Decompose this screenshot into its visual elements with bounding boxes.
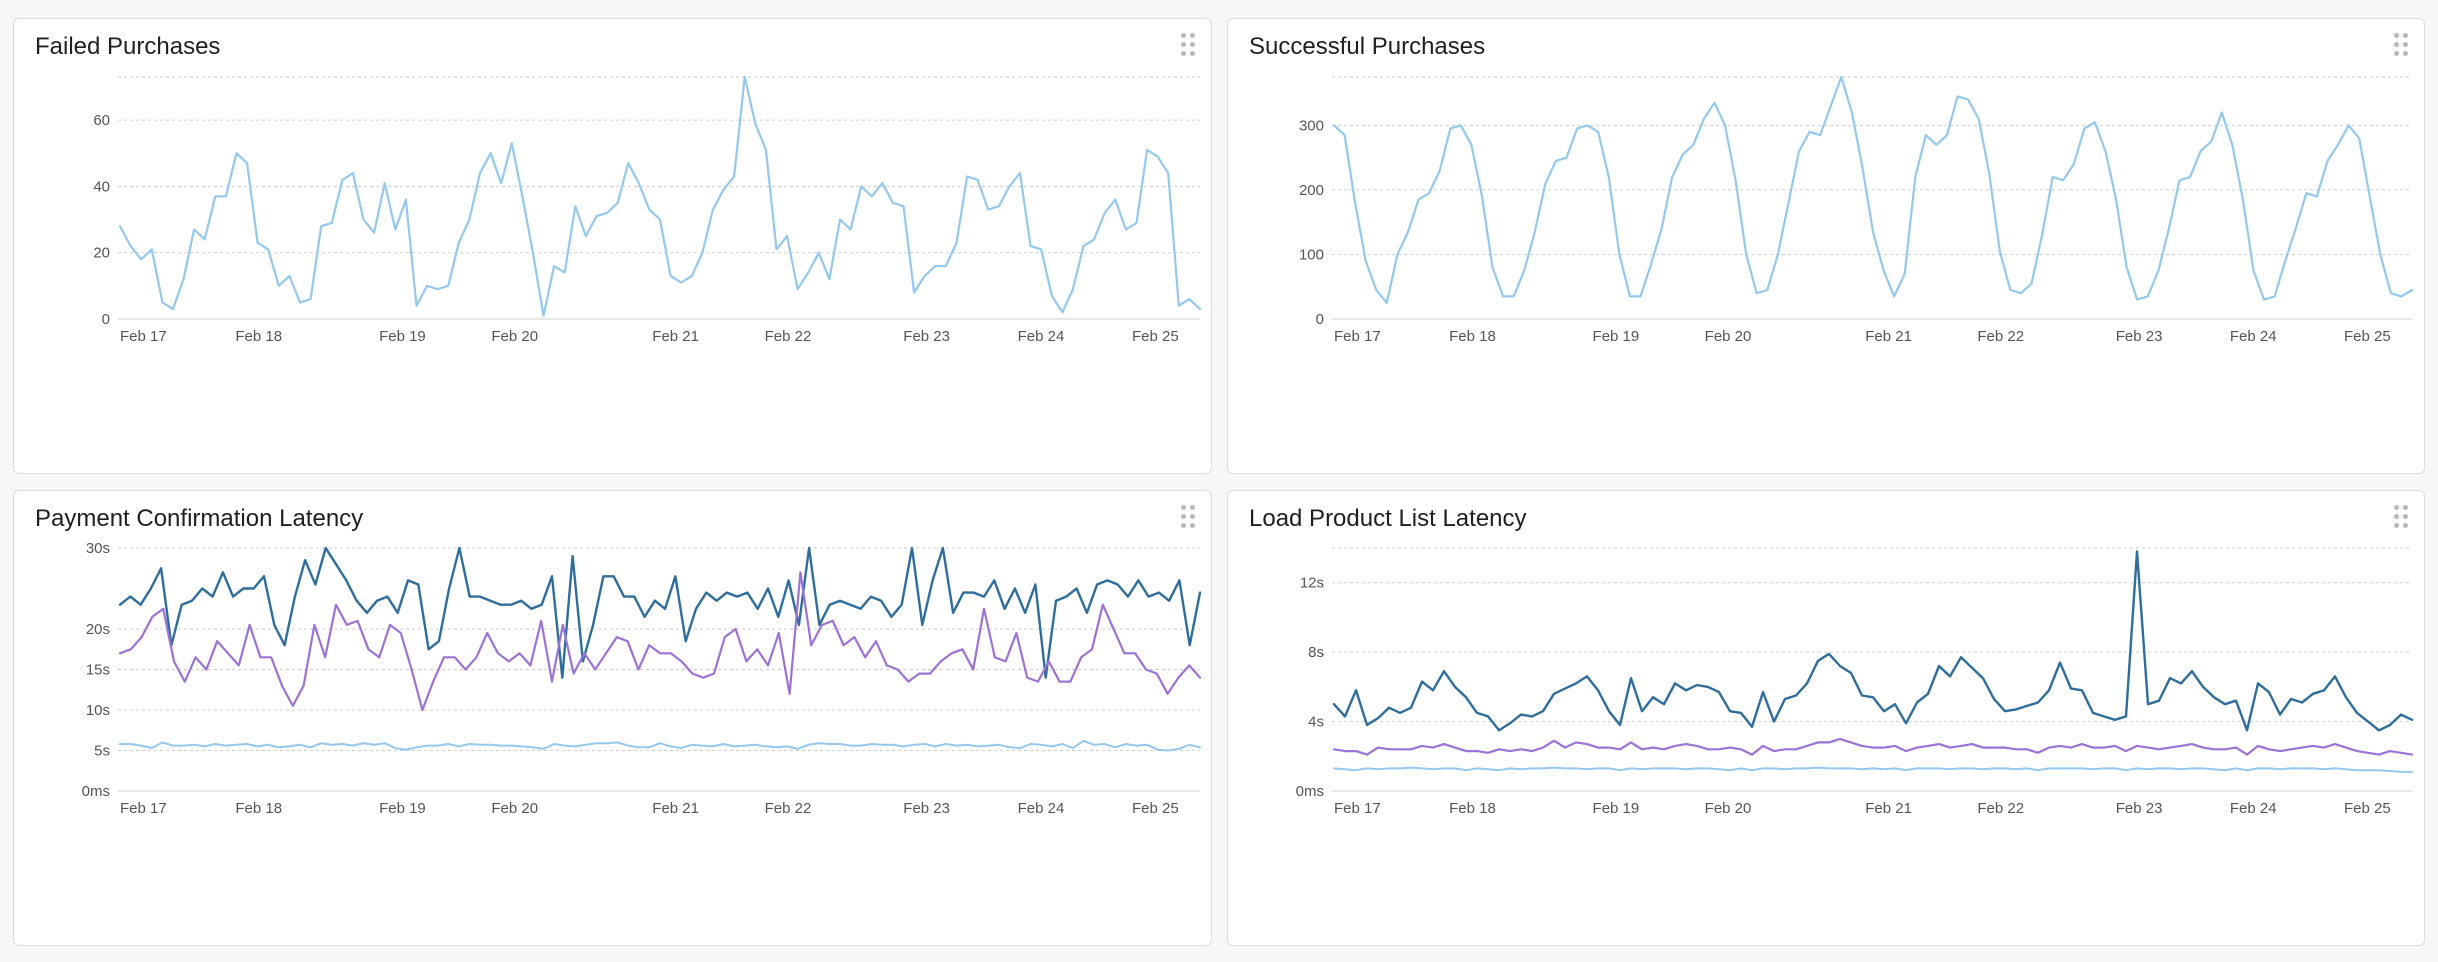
y-tick-label: 40 [93,178,110,195]
y-tick-label: 30s [86,540,110,557]
y-tick-label: 0 [102,311,110,328]
y-tick-label: 20 [93,245,110,262]
panel-title: Successful Purchases [1249,33,1486,60]
x-tick-label: Feb 17 [1334,328,1381,345]
panel-successful-purchases: 0 100 200 300 Feb 17 Feb 18 Feb 19 Feb 20 Feb 21… [1227,18,2425,474]
y-tick-label: 20s [86,621,110,638]
x-tick-label: Feb 23 [2116,328,2163,345]
panel-title: Failed Purchases [35,33,221,60]
series-line-0 [1332,550,2414,732]
panel-title: Load Product List Latency [1249,505,1527,532]
x-tick-label: Feb 18 [1449,328,1496,345]
y-tick-label: 0 [1316,311,1324,328]
grid: 0ms 5s 10s 15s 20s 30s [82,540,1200,800]
x-tick-label: Feb 25 [1132,800,1179,817]
x-tick-label: Feb 21 [1865,328,1912,345]
x-tick-label: Feb 19 [379,800,426,817]
x-tick-label: Feb 20 [491,800,538,817]
y-tick-label: 15s [86,662,110,679]
x-tick-label: Feb 19 [1593,328,1640,345]
x-tick-label: Feb 21 [652,328,699,345]
x-tick-label: Feb 25 [2344,328,2391,345]
y-tick-label: 0ms [1296,783,1324,800]
series-line-0 [118,546,1202,679]
y-tick-label: 8s [1308,644,1324,661]
x-tick-label: Feb 24 [2230,800,2277,817]
x-tick-label: Feb 20 [1705,328,1752,345]
x-tick-label: Feb 19 [1593,800,1640,817]
y-tick-label: 5s [94,743,110,760]
x-tick-label: Feb 22 [1977,800,2024,817]
x-tick-label: Feb 17 [120,328,167,345]
x-tick-label: Feb 23 [2116,800,2163,817]
x-tick-label: Feb 21 [1865,800,1912,817]
x-tick-label: Feb 19 [379,328,426,345]
x-tick-label: Feb 22 [1977,328,2024,345]
y-tick-label: 0ms [82,783,110,800]
x-tick-label: Feb 20 [491,328,538,345]
x-tick-label: Feb 18 [235,328,282,345]
drag-handle-icon[interactable] [2394,505,2410,531]
x-tick-label: Feb 18 [235,800,282,817]
series-line-1 [118,571,1202,712]
panel-title: Payment Confirmation Latency [35,505,364,532]
x-axis: Feb 17 Feb 18 Feb 19 Feb 20 Feb 21 Feb 22 Feb … [1334,800,2391,817]
y-tick-label: 200 [1299,182,1324,199]
x-tick-label: Feb 21 [652,800,699,817]
drag-handle-icon[interactable] [2394,33,2410,59]
grid: 0 20 40 60 [93,76,1200,328]
y-tick-label: 100 [1299,246,1324,263]
series-line-0 [1332,75,2414,304]
chart-payment-confirmation-latency: 0ms 5s 10s 15s 20s 30s Feb 17 Feb 18 Feb 19 Feb 2… [82,540,1202,817]
x-tick-label: Feb 20 [1705,800,1752,817]
x-tick-label: Feb 24 [1018,800,1065,817]
y-tick-label: 300 [1299,117,1324,134]
grid: 0ms 4s 8s 12s [1296,547,2412,800]
x-tick-label: Feb 22 [765,800,812,817]
panel-load-product-list-latency: 0ms 4s 8s 12s Feb 17 Feb 18 Feb 19 Feb 20 Feb 21… [1227,490,2425,946]
drag-handle-icon[interactable] [1181,33,1197,59]
y-tick-label: 4s [1308,714,1324,731]
series-line-0 [118,75,1202,317]
x-tick-label: Feb 25 [1132,328,1179,345]
x-axis: Feb 17 Feb 18 Feb 19 Feb 20 Feb 21 Feb 22 Feb … [120,800,1179,817]
chart-load-product-list-latency: 0ms 4s 8s 12s Feb 17 Feb 18 Feb 19 Feb 20 Feb 21… [1296,547,2414,817]
x-tick-label: Feb 24 [1018,328,1065,345]
panel-failed-purchases: 0 20 40 60 Feb 17 Feb 18 Feb 19 Feb 20 Feb 21 Feb… [13,18,1212,474]
series-line-2 [1333,766,2413,773]
drag-handle-icon[interactable] [1181,505,1197,531]
panel-payment-confirmation-latency: 0ms 5s 10s 15s 20s 30s Feb 17 Feb 18 Feb 19 Feb 2… [13,490,1212,946]
chart-successful-purchases: 0 100 200 300 Feb 17 Feb 18 Feb 19 Feb 20 Feb 21… [1299,75,2414,345]
y-tick-label: 12s [1300,575,1324,592]
x-tick-label: Feb 24 [2230,328,2277,345]
x-tick-label: Feb 22 [765,328,812,345]
y-tick-label: 10s [86,702,110,719]
grid: 0 100 200 300 [1299,76,2412,328]
x-tick-label: Feb 23 [903,328,950,345]
x-tick-label: Feb 17 [120,800,167,817]
y-tick-label: 60 [93,112,110,129]
x-tick-label: Feb 18 [1449,800,1496,817]
x-tick-label: Feb 25 [2344,800,2391,817]
x-tick-label: Feb 23 [903,800,950,817]
x-axis: Feb 17 Feb 18 Feb 19 Feb 20 Feb 21 Feb 22 Feb … [120,328,1179,345]
x-tick-label: Feb 17 [1334,800,1381,817]
x-axis: Feb 17 Feb 18 Feb 19 Feb 20 Feb 21 Feb 22 Feb … [1334,328,2391,345]
series-line-1 [1332,737,2414,756]
series-line-2 [119,739,1201,752]
